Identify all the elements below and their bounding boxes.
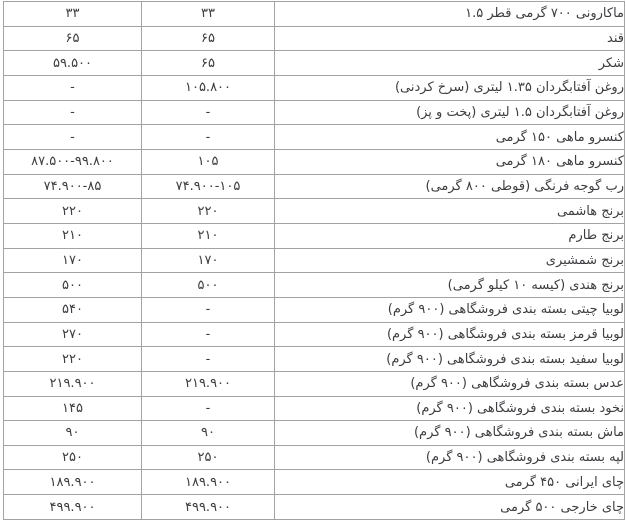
price-left-cell: ۹۰ [3,420,142,446]
table-row: ۲۵۰ ۲۵۰ لپه بسته بندی فروشگاهی (۹۰۰ گرم) [3,444,625,471]
item-name-cell: ماش بسته بندی فروشگاهی (۹۰۰ گرم) [274,420,625,446]
item-name-cell: کنسرو ماهی ۱۵۰ گرمی [274,124,625,150]
price-left-cell: ۵۹.۵۰۰ [3,50,142,76]
price-left-cell: - [3,74,142,101]
price-middle-cell: ۲۲۰ [141,198,275,224]
price-middle-cell: ۹۰ [141,420,275,446]
price-middle-cell: ۳۳ [141,1,275,27]
price-middle-cell: ۲۵۰ [141,444,275,471]
price-table: ۳۳ ۳۳ ماکارونی ۷۰۰ گرمی قطر ۱.۵ ۶۵ ۶۵ قن… [3,1,625,520]
price-middle-cell: ۵۰۰ [141,272,275,298]
item-name-cell: شکر [274,50,625,76]
price-middle-cell: - [141,346,275,372]
item-name-cell: برنج هاشمی [274,198,625,224]
table-row: - - روغن آفتابگردان ۱.۵ لیتری (پخت و پز) [3,99,625,126]
table-row: ۲۱۹.۹۰۰ ۲۱۹.۹۰۰ عدس بسته بندی فروشگاهی (… [3,370,625,397]
item-name-cell: روغن آفتابگردان ۱.۳۵ لیتری (سرخ کردنی) [274,74,625,101]
table-row: ۲۱۰ ۲۱۰ برنج طارم [3,222,625,249]
price-middle-cell: ۶۵ [141,50,275,76]
table-row: ۷۴.۹۰۰-۸۵ ۷۴.۹۰۰-۱۰۵ رب گوجه فرنگی (قوطی… [3,173,625,200]
price-left-cell: - [3,99,142,126]
item-name-cell: برنج هندی (کیسه ۱۰ کیلو گرمی) [274,272,625,298]
price-middle-cell: ۱۸۹.۹۰۰ [141,469,275,496]
table-row: ۲۲۰ - لوبیا سفید بسته بندی فروشگاهی (۹۰۰… [3,346,625,372]
table-row: ۲۷۰ - لوبیا قرمز بسته بندی فروشگاهی (۹۰۰… [3,321,625,348]
item-name-cell: نخود بسته بندی فروشگاهی (۹۰۰ گرم) [274,395,625,422]
price-left-cell: ۲۱۰ [3,222,142,249]
table-row: - ۱۰۵.۸۰۰ روغن آفتابگردان ۱.۳۵ لیتری (سر… [3,74,625,101]
price-middle-cell: ۶۵ [141,25,275,52]
price-left-cell: ۷۴.۹۰۰-۸۵ [3,173,142,200]
price-middle-cell: ۱۷۰ [141,247,275,274]
price-left-cell: ۱۸۹.۹۰۰ [3,469,142,496]
item-name-cell: ماکارونی ۷۰۰ گرمی قطر ۱.۵ [274,1,625,27]
item-name-cell: برنج طارم [274,222,625,249]
price-middle-cell: - [141,296,275,323]
price-middle-cell: ۴۹۹.۹۰۰ [141,494,275,520]
price-middle-cell: ۲۱۹.۹۰۰ [141,370,275,397]
table-row: - - کنسرو ماهی ۱۵۰ گرمی [3,124,625,150]
price-left-cell: ۸۷.۵۰۰-۹۹.۸۰۰ [3,148,142,175]
item-name-cell: چای ایرانی ۴۵۰ گرمی [274,469,625,496]
item-name-cell: روغن آفتابگردان ۱.۵ لیتری (پخت و پز) [274,99,625,126]
price-left-cell: ۲۱۹.۹۰۰ [3,370,142,397]
table-row: ۵۰۰ ۵۰۰ برنج هندی (کیسه ۱۰ کیلو گرمی) [3,272,625,298]
table-row: ۱۷۰ ۱۷۰ برنج شمشیری [3,247,625,274]
table-row: ۱۸۹.۹۰۰ ۱۸۹.۹۰۰ چای ایرانی ۴۵۰ گرمی [3,469,625,496]
item-name-cell: برنج شمشیری [274,247,625,274]
table-row: ۶۵ ۶۵ قند [3,25,625,52]
item-name-cell: رب گوجه فرنگی (قوطی ۸۰۰ گرمی) [274,173,625,200]
item-name-cell: قند [274,25,625,52]
table-row: ۲۲۰ ۲۲۰ برنج هاشمی [3,198,625,224]
price-left-cell: ۱۴۵ [3,395,142,422]
price-left-cell: ۲۲۰ [3,198,142,224]
price-left-cell: ۵۴۰ [3,296,142,323]
item-name-cell: لوبیا سفید بسته بندی فروشگاهی (۹۰۰ گرم) [274,346,625,372]
item-name-cell: لوبیا قرمز بسته بندی فروشگاهی (۹۰۰ گرم) [274,321,625,348]
table-row: ۳۳ ۳۳ ماکارونی ۷۰۰ گرمی قطر ۱.۵ [3,1,625,27]
price-middle-cell: ۱۰۵ [141,148,275,175]
price-left-cell: ۲۵۰ [3,444,142,471]
price-middle-cell: - [141,99,275,126]
table-row: ۵۹.۵۰۰ ۶۵ شکر [3,50,625,76]
item-name-cell: چای خارجی ۵۰۰ گرمی [274,494,625,520]
price-left-cell: ۵۰۰ [3,272,142,298]
price-middle-cell: - [141,124,275,150]
item-name-cell: لپه بسته بندی فروشگاهی (۹۰۰ گرم) [274,444,625,471]
price-table-body: ۳۳ ۳۳ ماکارونی ۷۰۰ گرمی قطر ۱.۵ ۶۵ ۶۵ قن… [3,1,625,520]
table-row: ۵۴۰ - لوبیا چیتی بسته بندی فروشگاهی (۹۰۰… [3,296,625,323]
price-left-cell: ۱۷۰ [3,247,142,274]
price-middle-cell: - [141,321,275,348]
price-left-cell: ۴۹۹.۹۰۰ [3,494,142,520]
table-row: ۴۹۹.۹۰۰ ۴۹۹.۹۰۰ چای خارجی ۵۰۰ گرمی [3,494,625,520]
table-row: ۹۰ ۹۰ ماش بسته بندی فروشگاهی (۹۰۰ گرم) [3,420,625,446]
price-middle-cell: ۷۴.۹۰۰-۱۰۵ [141,173,275,200]
item-name-cell: لوبیا چیتی بسته بندی فروشگاهی (۹۰۰ گرم) [274,296,625,323]
price-middle-cell: ۲۱۰ [141,222,275,249]
price-left-cell: ۶۵ [3,25,142,52]
table-row: ۸۷.۵۰۰-۹۹.۸۰۰ ۱۰۵ کنسرو ماهی ۱۸۰ گرمی [3,148,625,175]
price-left-cell: ۲۲۰ [3,346,142,372]
item-name-cell: کنسرو ماهی ۱۸۰ گرمی [274,148,625,175]
price-left-cell: - [3,124,142,150]
price-left-cell: ۳۳ [3,1,142,27]
price-middle-cell: ۱۰۵.۸۰۰ [141,74,275,101]
item-name-cell: عدس بسته بندی فروشگاهی (۹۰۰ گرم) [274,370,625,397]
price-middle-cell: - [141,395,275,422]
price-left-cell: ۲۷۰ [3,321,142,348]
table-row: ۱۴۵ - نخود بسته بندی فروشگاهی (۹۰۰ گرم) [3,395,625,422]
